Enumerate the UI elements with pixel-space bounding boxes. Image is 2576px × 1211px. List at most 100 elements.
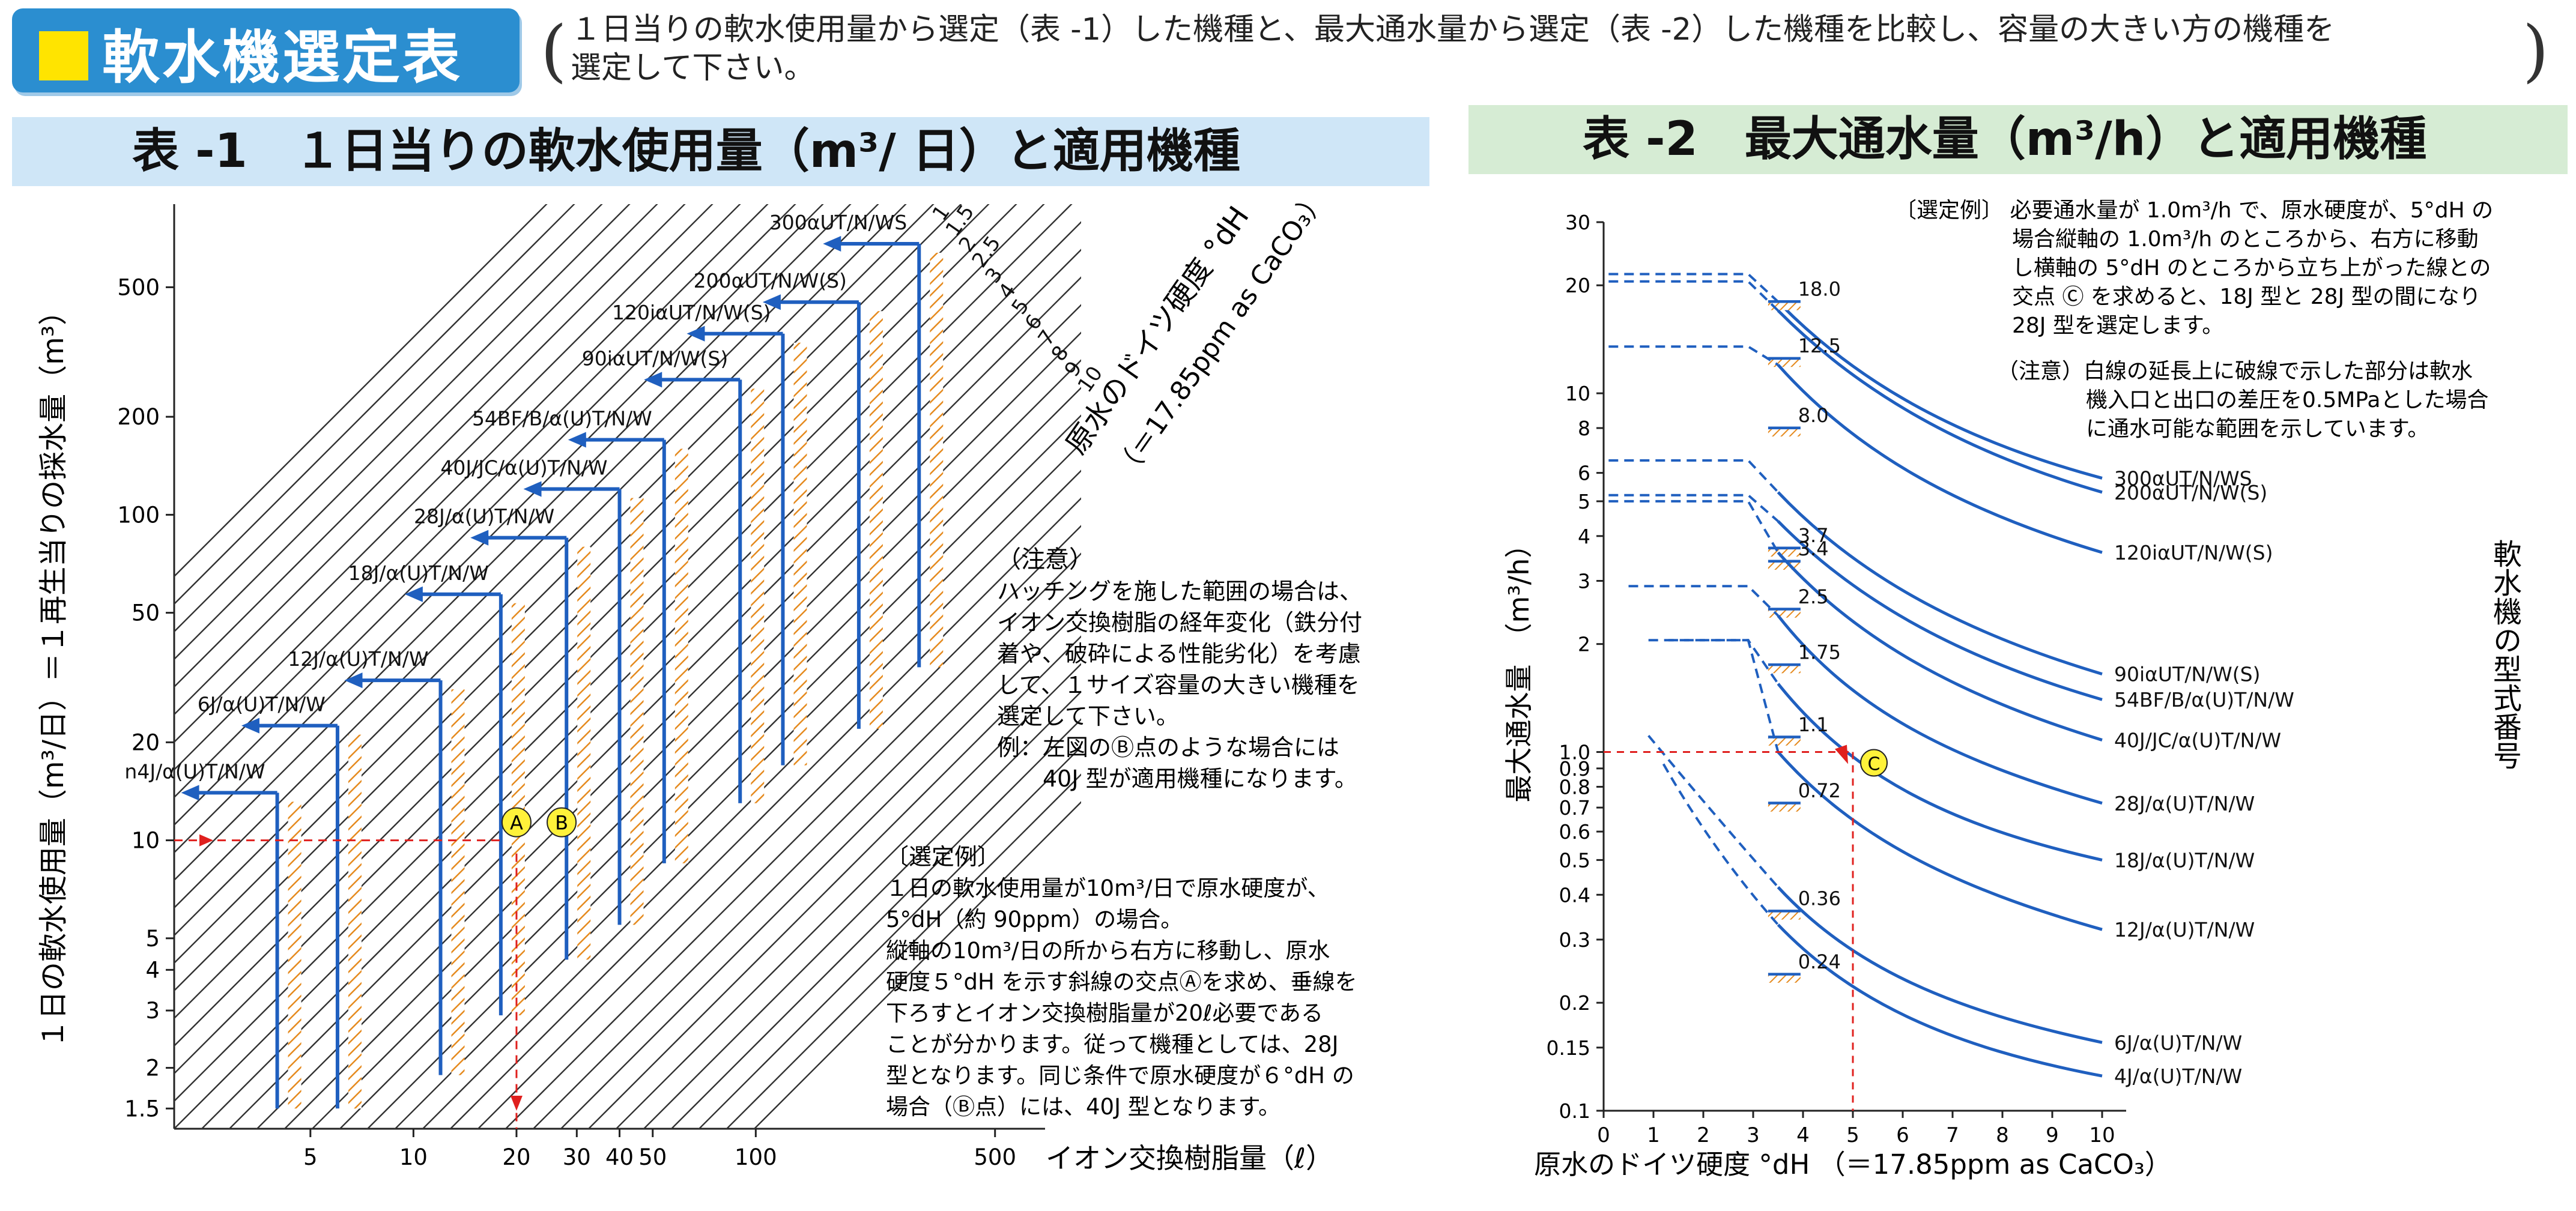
x-tick-label: 8 xyxy=(1996,1123,2009,1147)
x-axis-label: イオン交換樹脂量（ℓ） xyxy=(1046,1142,1333,1174)
rated-hatch xyxy=(1768,562,1801,570)
hardness-diagonal-line xyxy=(174,204,935,964)
rated-label: 2.5 xyxy=(1798,585,1829,608)
rated-label: 12.5 xyxy=(1798,334,1841,357)
rated-label: 0.72 xyxy=(1798,779,1841,802)
rated-hatch xyxy=(1768,975,1801,983)
point-c-label: C xyxy=(1868,754,1880,775)
rated-hatch xyxy=(1768,549,1801,557)
table2-banner: 表 -2 最大通水量（m³/h）と適用機種 xyxy=(1468,105,2568,174)
x-tick-label: 7 xyxy=(1946,1123,1959,1147)
hardness-diagonal-line xyxy=(587,635,1081,1129)
table1-banner: 表 -1 １日当りの軟水使用量（m³/ 日）と適用機種 xyxy=(12,117,1429,186)
series-dashed xyxy=(1608,459,1779,494)
model-label: 18J/α(U)T/N/W xyxy=(348,561,489,585)
series-label: 54BF/B/α(U)T/N/W xyxy=(2114,688,2294,711)
right-vertical-label: 軟水機の型式番号 xyxy=(2488,539,2521,770)
capacity-hatch xyxy=(577,546,591,960)
series-label: 300αUT/N/WS xyxy=(2114,467,2252,490)
note-line: 選定して下さい。 xyxy=(997,703,1179,729)
y-tick-label: 100 xyxy=(117,502,160,528)
note-line: 着や、破砕による性能劣化）を考慮 xyxy=(997,641,1361,667)
example-line: 5°dH（約 90ppm）の場合。 xyxy=(886,907,1183,932)
note-line: イオン交換樹脂の経年変化（鉄分付 xyxy=(997,609,1362,636)
series-label: 28J/α(U)T/N/W xyxy=(2114,792,2255,815)
x-tick-label: 20 xyxy=(502,1144,530,1170)
point-b-marker xyxy=(547,807,577,838)
series-curve xyxy=(1777,614,2103,805)
series-curve xyxy=(1777,309,2103,494)
rated-hatch xyxy=(1768,666,1801,674)
y-tick-label: 200 xyxy=(117,404,160,430)
capacity-arrow-head xyxy=(344,672,363,689)
capacity-arrow-head xyxy=(686,325,705,342)
example-line: 下ろすとイオン交換樹脂量が20ℓ必要である xyxy=(886,1000,1323,1026)
hardness-diagonal-line xyxy=(174,204,548,578)
x-tick-label: 5 xyxy=(303,1144,318,1170)
hardness-diagonal-line xyxy=(532,580,1081,1129)
capacity-hatch xyxy=(751,388,765,803)
caution-line: に通水可能な範囲を示しています。 xyxy=(2086,417,2429,441)
example-arrow xyxy=(199,834,213,847)
y-tick-label: 20 xyxy=(1565,274,1590,297)
table1-chart: 11.522.5345678910n4J/α(U)T/N/W6J/α(U)T/N… xyxy=(37,184,1362,1174)
model-label: 12J/α(U)T/N/W xyxy=(288,647,428,671)
hardness-diagonal-line xyxy=(174,204,907,937)
capacity-hatch xyxy=(930,253,944,668)
hardness-diagonal-line xyxy=(174,204,658,688)
capacity-arrow-head xyxy=(762,294,781,310)
capacity-hatch xyxy=(288,802,302,1109)
y-tick-label: 4 xyxy=(145,957,160,983)
x-tick-label: 100 xyxy=(735,1144,777,1170)
example-arrow xyxy=(1835,744,1848,764)
series-dashed xyxy=(1608,345,1779,366)
hardness-diagonal-line xyxy=(174,204,631,660)
table2-title: 表 -2 最大通水量（m³/h）と適用機種 xyxy=(1583,112,2427,166)
point-a-label: A xyxy=(510,812,523,835)
rated-label: 1.75 xyxy=(1798,641,1841,663)
model-label: 28J/α(U)T/N/W xyxy=(414,505,554,528)
series-label: 12J/α(U)T/N/W xyxy=(2114,918,2255,941)
model-label: 54BF/B/α(U)T/N/W xyxy=(472,406,652,430)
example-title: 〔選定例〕 xyxy=(886,844,1000,870)
note-line: ハッチングを施した範囲の場合は、 xyxy=(997,578,1362,605)
y-tick-label: 8 xyxy=(1578,417,1590,440)
hardness-diagonal-line xyxy=(174,204,769,799)
rated-hatch xyxy=(1768,610,1801,618)
x-tick-label: 10 xyxy=(399,1144,428,1170)
y-tick-label: 5 xyxy=(145,926,160,952)
hardness-diagonal-line xyxy=(283,331,1081,1129)
series-dashed xyxy=(1608,273,1779,303)
y-tick-label: 2 xyxy=(1578,633,1590,656)
y-axis-label: １日の軟水使用量（m³/日）＝１再生当りの採水量（m³） xyxy=(37,297,70,1048)
series-dashed xyxy=(1647,734,1779,888)
hardness-diagonal-line xyxy=(174,204,824,854)
rated-hatch xyxy=(1768,360,1801,367)
y-tick-label: 0.8 xyxy=(1559,775,1590,799)
rated-label: 0.36 xyxy=(1798,887,1841,910)
model-label: n4J/α(U)T/N/W xyxy=(124,760,265,783)
example-line: １日の軟水使用量が10m³/日で原水硬度が、 xyxy=(886,875,1330,901)
example-line: 28J 型を選定します。 xyxy=(2012,313,2223,338)
capacity-arrow-head xyxy=(404,586,423,602)
x-tick-label: 6 xyxy=(1896,1123,1909,1147)
hardness-diagonal-line xyxy=(643,690,1081,1129)
y-tick-label: 500 xyxy=(117,274,160,300)
header-note-line: １日当りの軟水使用量から選定（表 -1）した機種と、最大通水量から選定（表 -2… xyxy=(571,12,2335,47)
example-arrow-down xyxy=(510,1096,523,1111)
y-tick-label: 1.0 xyxy=(1559,741,1590,764)
hardness-diagonal-line xyxy=(726,773,1081,1129)
hardness-diagonal-line xyxy=(477,525,1081,1129)
capacity-hatch xyxy=(348,734,362,1109)
series-curve xyxy=(1777,886,2103,1044)
y-tick-label: 4 xyxy=(1578,525,1590,548)
table1-title: 表 -1 １日当りの軟水使用量（m³/ 日）と適用機種 xyxy=(132,124,1240,178)
series-dashed xyxy=(1608,280,1779,312)
x-tick-label: 40 xyxy=(605,1144,634,1170)
y-tick-label: 20 xyxy=(132,729,160,755)
hardness-diagonal-line xyxy=(174,204,603,633)
series-dashed xyxy=(1628,585,1779,617)
capacity-arrow-head xyxy=(523,481,542,497)
hardness-diagonal-line xyxy=(174,204,686,716)
hardness-diagonal-line xyxy=(366,414,1081,1129)
